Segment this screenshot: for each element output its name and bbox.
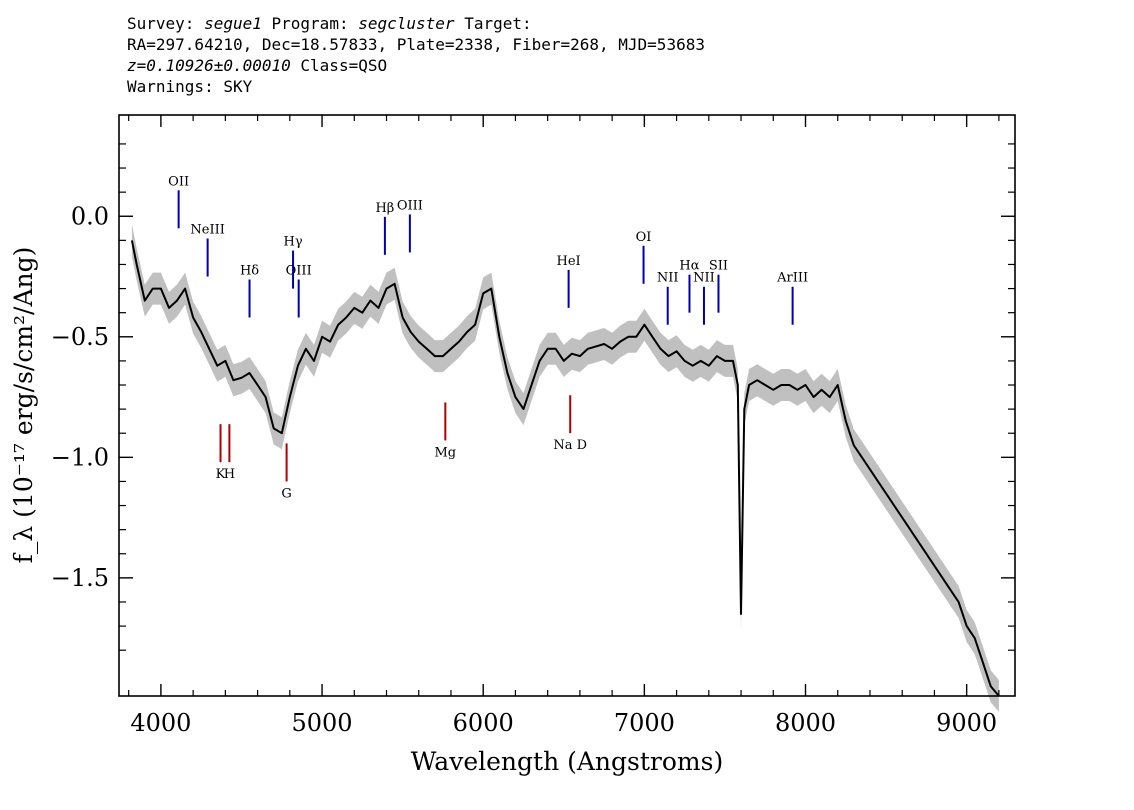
flux-line bbox=[130, 240, 1000, 697]
emission-line-label: Hδ bbox=[240, 264, 259, 279]
x-tick-label: 8000 bbox=[775, 709, 836, 737]
y-tick-label: −1.0 bbox=[51, 443, 109, 471]
emission-line-label: NII bbox=[693, 271, 715, 286]
emission-line-label: OIII bbox=[286, 264, 312, 279]
header-line-survey: Survey: segue1 Program: segcluster Targe… bbox=[127, 13, 705, 34]
x-axis-title: Wavelength (Angstroms) bbox=[411, 747, 723, 776]
ticks-layer: 4000 5000 6000 7000 8000 9000 0.0 −0.5 −1.0 −1.5 bbox=[51, 115, 1015, 737]
program-label: Program: bbox=[271, 14, 349, 33]
absorption-line-label: K bbox=[216, 467, 226, 482]
y-tick-label: −1.5 bbox=[51, 564, 109, 592]
y-axis-title: f_λ (10⁻¹⁷ erg/s/cm²/Ang) bbox=[9, 247, 38, 564]
x-tick-label: 5000 bbox=[292, 709, 353, 737]
emission-line-label: Hα bbox=[679, 259, 699, 274]
y-tick-label: 0.0 bbox=[71, 202, 109, 230]
absorption-line-label: G bbox=[281, 486, 291, 501]
header-line-redshift: z=0.10926±0.00010 Class=QSO bbox=[127, 55, 705, 76]
program-value: segcluster bbox=[358, 14, 455, 33]
emission-line-label: HeI bbox=[557, 254, 581, 269]
header-line-warnings: Warnings: SKY bbox=[127, 77, 253, 96]
emission-line-label: Hβ bbox=[375, 201, 394, 216]
emission-line-label: OI bbox=[636, 230, 652, 245]
target-label: Target: bbox=[464, 14, 532, 33]
absorption-line-label: Mg bbox=[435, 445, 457, 460]
x-tick-label: 4000 bbox=[130, 709, 191, 737]
y-tick-label: −0.5 bbox=[51, 323, 109, 351]
emission-line-label: OII bbox=[168, 174, 189, 189]
redshift-value: z=0.10926±0.00010 bbox=[127, 56, 291, 75]
absorption-line-label: H bbox=[224, 467, 235, 482]
emission-line-label: ArIII bbox=[776, 271, 808, 286]
emission-line-label: NII bbox=[657, 271, 679, 286]
spectrum-header: Survey: segue1 Program: segcluster Targe… bbox=[127, 13, 705, 97]
x-tick-label: 9000 bbox=[936, 709, 997, 737]
header-line-coordinates: RA=297.64210, Dec=18.57833, Plate=2338, … bbox=[127, 35, 705, 54]
x-tick-label: 7000 bbox=[614, 709, 675, 737]
emission-line-label: SII bbox=[709, 259, 728, 274]
emission-line-label: Hγ bbox=[283, 235, 302, 250]
survey-value: segue1 bbox=[204, 14, 262, 33]
emission-line-label: OIII bbox=[397, 198, 423, 213]
absorption-line-label: Na D bbox=[553, 438, 587, 453]
survey-label: Survey: bbox=[127, 14, 195, 33]
x-tick-label: 6000 bbox=[453, 709, 514, 737]
emission-line-label: NeIII bbox=[190, 223, 224, 238]
class-value: Class=QSO bbox=[300, 56, 388, 75]
flux-layer bbox=[130, 240, 1000, 697]
plot-frame bbox=[118, 114, 1016, 697]
